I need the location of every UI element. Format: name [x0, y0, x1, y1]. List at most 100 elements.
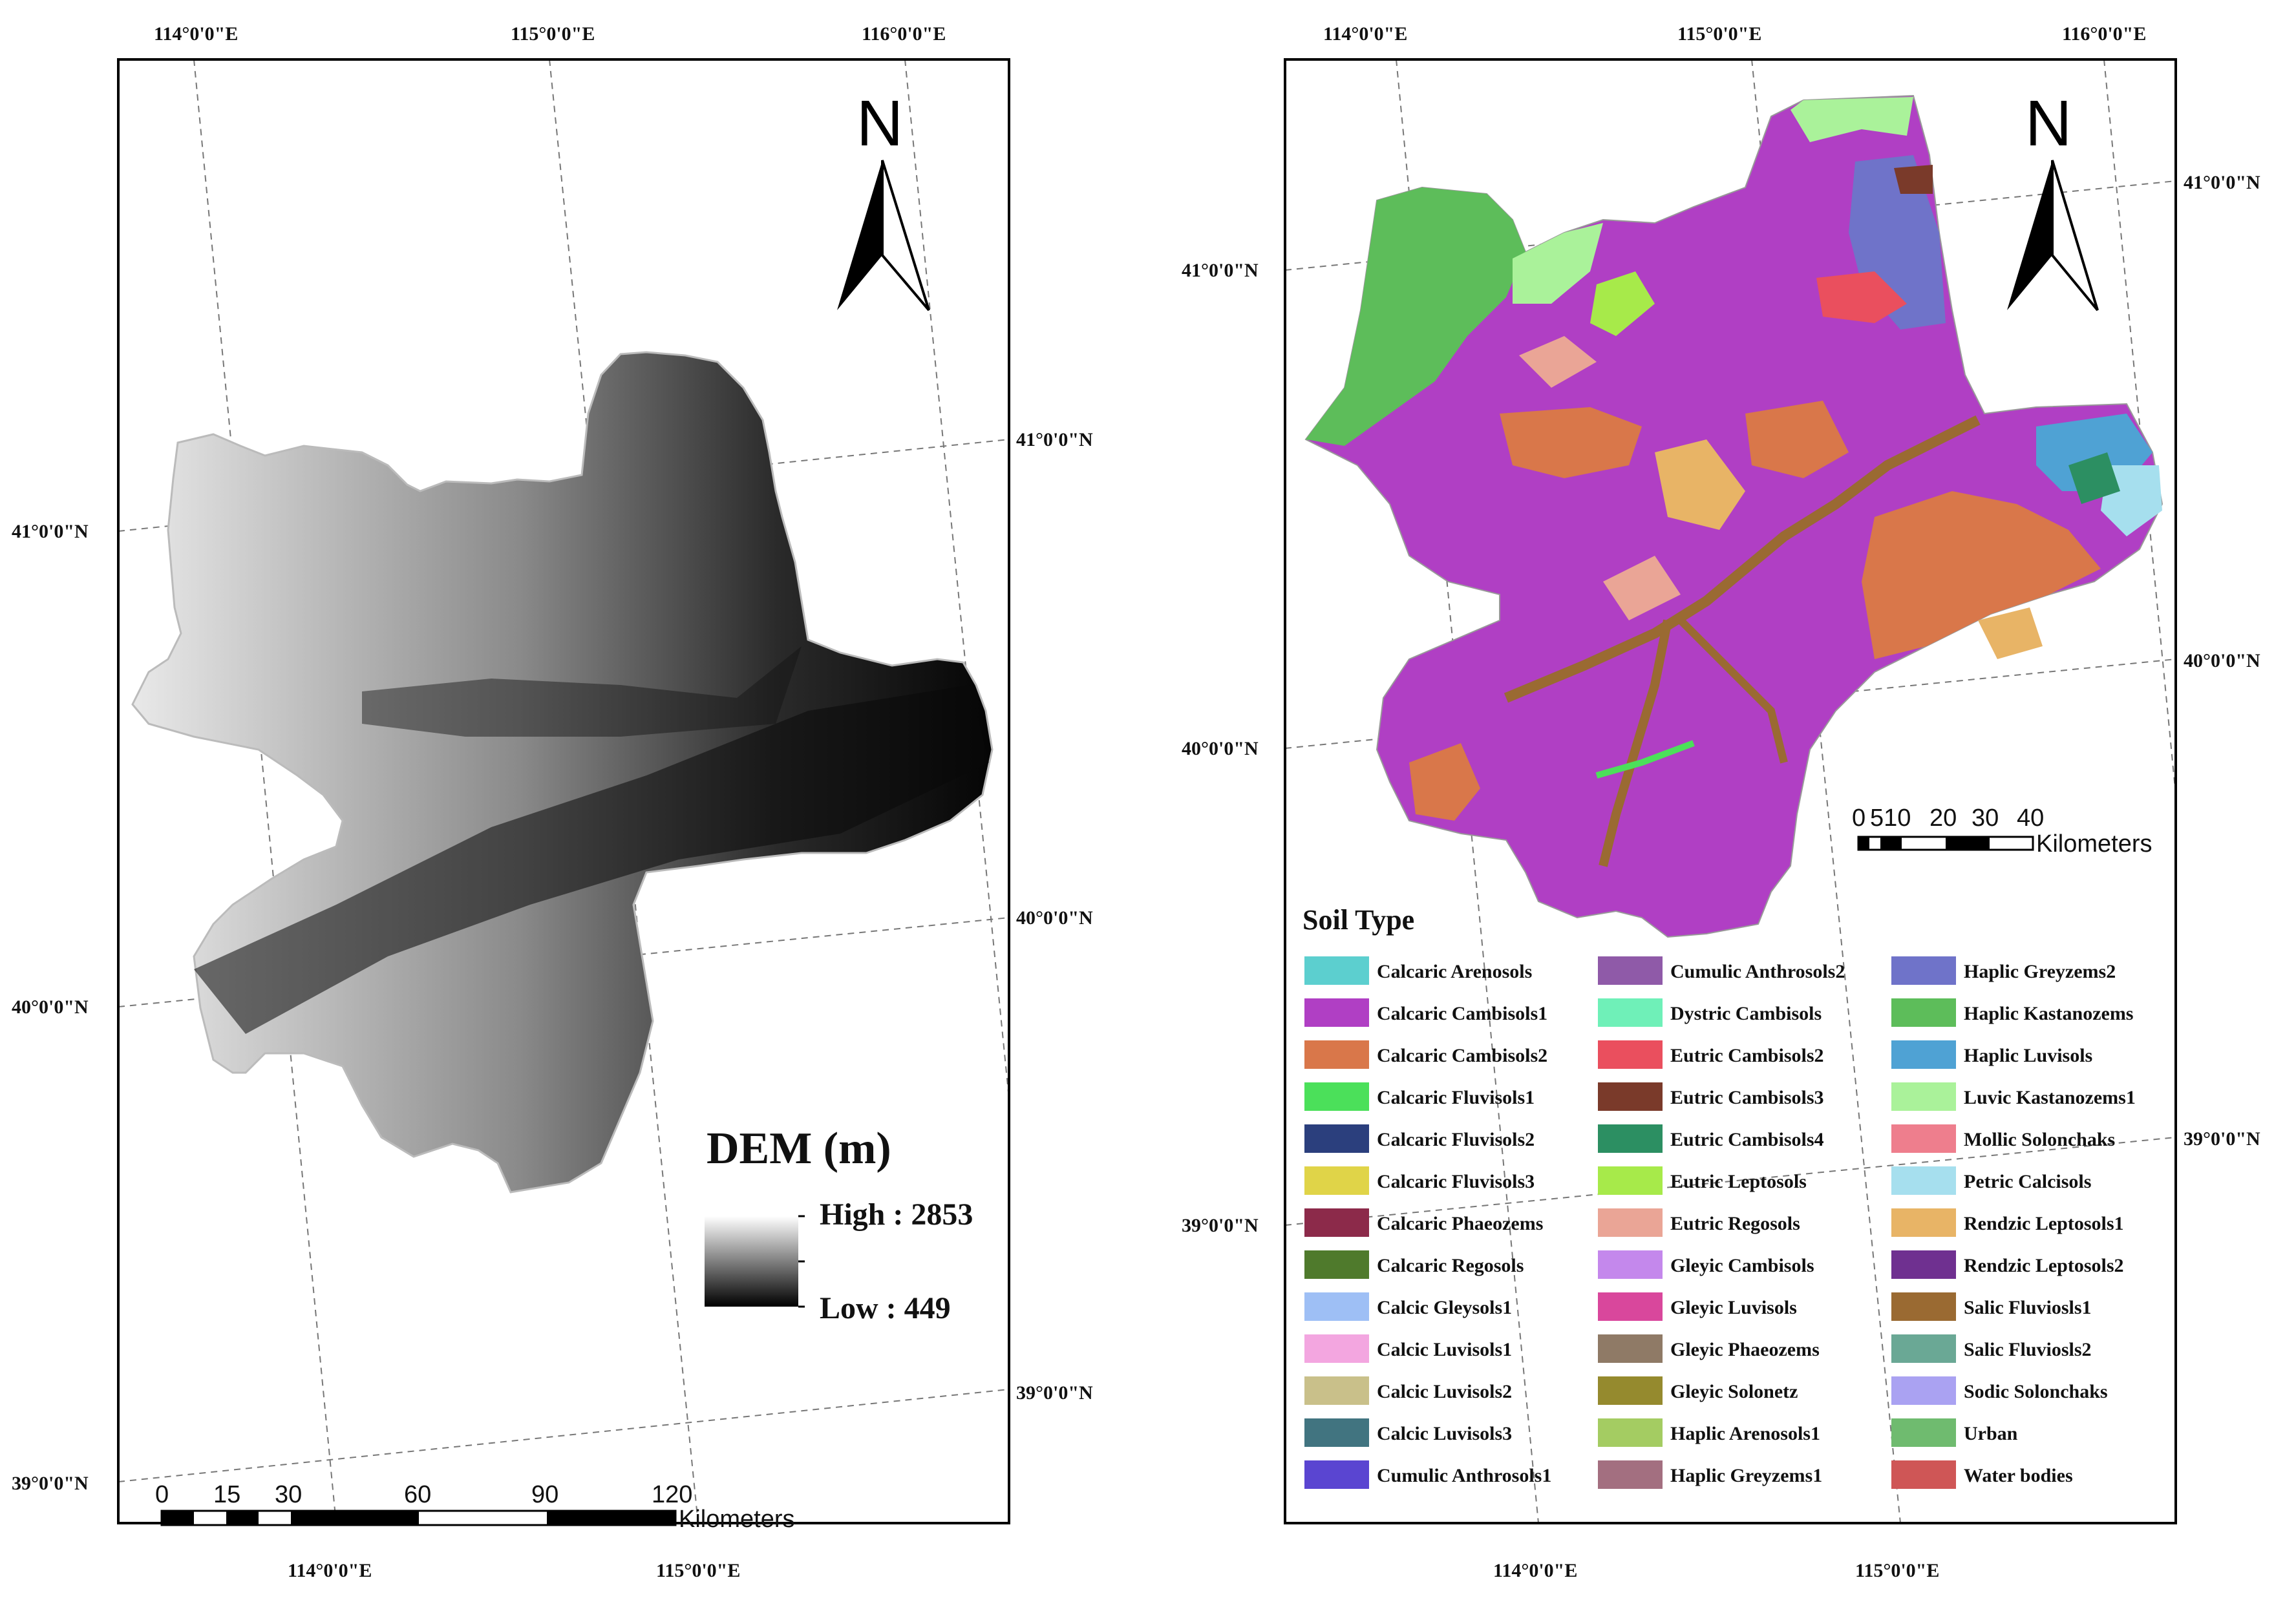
soil-legend-swatch — [1891, 1166, 1956, 1195]
soil-legend-swatch — [1598, 1166, 1663, 1195]
svg-text:15: 15 — [213, 1481, 240, 1508]
svg-text:Kilometers: Kilometers — [679, 1506, 795, 1533]
soil-legend-label: Gleyic Luvisols — [1670, 1297, 1797, 1318]
soil-legend-label: Calcaric Fluvisols1 — [1377, 1087, 1535, 1108]
soil-legend-swatch — [1891, 1250, 1956, 1279]
dem-valley-shading — [362, 646, 802, 737]
top-lon-label: 114°0'0"E — [1323, 23, 1407, 45]
soil-legend-label: Cumulic Anthrosols2 — [1670, 961, 1845, 982]
soil-map-frame — [1284, 58, 2177, 1524]
svg-text:60: 60 — [404, 1481, 431, 1508]
soil-patch-regosols — [1603, 556, 1681, 620]
soil-patch-kastanozems — [1306, 187, 1525, 446]
soil-legend-label: Salic Fluviosls1 — [1964, 1297, 2092, 1318]
dem-color-ramp — [705, 1216, 798, 1307]
svg-text:30: 30 — [275, 1481, 302, 1508]
soil-river-fluviosls — [1504, 415, 1981, 703]
svg-text:20: 20 — [1929, 805, 1957, 832]
bottom-lon-label: 114°0'0"E — [1493, 1560, 1577, 1581]
soil-river-fluviosls — [1677, 617, 1788, 764]
soil-legend-swatch — [1891, 1334, 1956, 1363]
soil-patch-calcaric2 — [1409, 743, 1480, 821]
left-lat-label: 41°0'0"N — [1182, 260, 1259, 281]
soil-legend-swatch — [1598, 1040, 1663, 1069]
dem-scale-bar: 0 15 30 60 90 120 Kilometers — [155, 1481, 795, 1533]
soil-legend-swatch — [1304, 1166, 1369, 1195]
soil-patch-luvic — [1513, 223, 1603, 304]
soil-legend-swatch — [1304, 1292, 1369, 1321]
soil-legend-label: Sodic Solonchaks — [1964, 1381, 2108, 1402]
soil-legend-swatch — [1304, 1208, 1369, 1237]
bottom-lon-label: 115°0'0"E — [656, 1560, 740, 1581]
soil-legend-label: Eutric Cambisols4 — [1670, 1129, 1824, 1150]
soil-legend-label: Calcaric Cambisols2 — [1377, 1045, 1547, 1066]
soil-region-shape — [1304, 94, 2163, 938]
soil-legend-label: Gleyic Phaeozems — [1670, 1339, 1820, 1360]
soil-legend-swatch — [1304, 1376, 1369, 1405]
soil-legend-label: Calcaric Cambisols1 — [1377, 1003, 1547, 1024]
soil-legend-swatch — [1598, 1460, 1663, 1489]
soil-legend-label: Salic Fluviosls2 — [1964, 1339, 2092, 1360]
soil-legend-label: Haplic Arenosols1 — [1670, 1423, 1820, 1444]
dem-legend-high: High : 2853 — [820, 1197, 973, 1232]
soil-scale-bar: 0 510 20 30 40 Kilometers — [1852, 805, 2152, 858]
soil-legend-swatch — [1598, 1418, 1663, 1447]
svg-text:510: 510 — [1870, 805, 1911, 832]
svg-text:0: 0 — [155, 1481, 169, 1508]
soil-legend-label: Cumulic Anthrosols1 — [1377, 1465, 1551, 1486]
soil-legend-swatch — [1304, 956, 1369, 985]
svg-text:N: N — [2025, 87, 2072, 160]
soil-legend-swatch — [1598, 1082, 1663, 1111]
soil-patch-eutric4 — [2068, 452, 2120, 504]
soil-legend-label: Calcaric Fluvisols2 — [1377, 1129, 1535, 1150]
soil-legend-swatch — [1598, 1208, 1663, 1237]
dem-region-shape — [131, 351, 994, 1194]
soil-legend-label: Eutric Leptosols — [1670, 1171, 1807, 1192]
right-lat-label: 41°0'0"N — [1016, 429, 1093, 450]
left-lat-label: 40°0'0"N — [12, 996, 89, 1018]
soil-patch-rendzic — [1978, 607, 2043, 659]
soil-patch-calcaric2 — [1500, 407, 1642, 478]
soil-legend-label: Eutric Cambisols3 — [1670, 1087, 1824, 1108]
soil-legend-label: Calcaric Regosols — [1377, 1255, 1524, 1276]
dem-valley-shading — [194, 685, 989, 1034]
svg-text:N: N — [856, 87, 903, 160]
svg-text:90: 90 — [531, 1481, 558, 1508]
soil-legend-swatch — [1598, 1376, 1663, 1405]
svg-text:30: 30 — [1972, 805, 1999, 832]
left-lat-label: 39°0'0"N — [12, 1473, 89, 1494]
soil-legend-label: Haplic Kastanozems — [1964, 1003, 2134, 1024]
soil-legend-label: Rendzic Leptosols2 — [1964, 1255, 2124, 1276]
soil-legend-label: Gleyic Cambisols — [1670, 1255, 1814, 1276]
bottom-lon-label: 114°0'0"E — [288, 1560, 372, 1581]
soil-river-fluviosls — [1599, 619, 1672, 867]
soil-patch-eutric3 — [1894, 165, 1933, 194]
svg-text:120: 120 — [652, 1481, 692, 1508]
top-lon-label: 115°0'0"E — [511, 23, 595, 45]
top-lon-label: 115°0'0"E — [1677, 23, 1761, 45]
soil-legend-label: Haplic Greyzems2 — [1964, 961, 2116, 982]
soil-legend-label: Dystric Cambisols — [1670, 1003, 1822, 1024]
left-lat-label: 41°0'0"N — [12, 521, 89, 542]
soil-legend-swatch — [1598, 956, 1663, 985]
soil-legend-label: Eutric Regosols — [1670, 1213, 1800, 1234]
soil-legend-swatch — [1304, 1250, 1369, 1279]
soil-legend-swatch — [1891, 1208, 1956, 1237]
soil-patch-leptosols — [1590, 271, 1655, 336]
soil-legend-label: Eutric Cambisols2 — [1670, 1045, 1824, 1066]
svg-text:40: 40 — [2017, 805, 2044, 832]
soil-legend-label: Petric Calcisols — [1964, 1171, 2091, 1192]
soil-river-fluvisols1 — [1595, 740, 1695, 779]
soil-legend-swatch — [1598, 1124, 1663, 1153]
north-arrow-icon: N — [837, 87, 930, 311]
soil-legend-swatch — [1598, 1292, 1663, 1321]
soil-legend-swatch — [1598, 998, 1663, 1027]
soil-legend-label: Calcaric Arenosols — [1377, 961, 1532, 982]
soil-legend-swatch — [1891, 1124, 1956, 1153]
soil-legend-label: Urban — [1964, 1423, 2018, 1444]
top-lon-label: 114°0'0"E — [154, 23, 238, 45]
soil-legend-label: Calcaric Fluvisols3 — [1377, 1171, 1535, 1192]
north-arrow-icon: N — [2007, 87, 2099, 311]
left-lat-label: 40°0'0"N — [1182, 738, 1259, 759]
